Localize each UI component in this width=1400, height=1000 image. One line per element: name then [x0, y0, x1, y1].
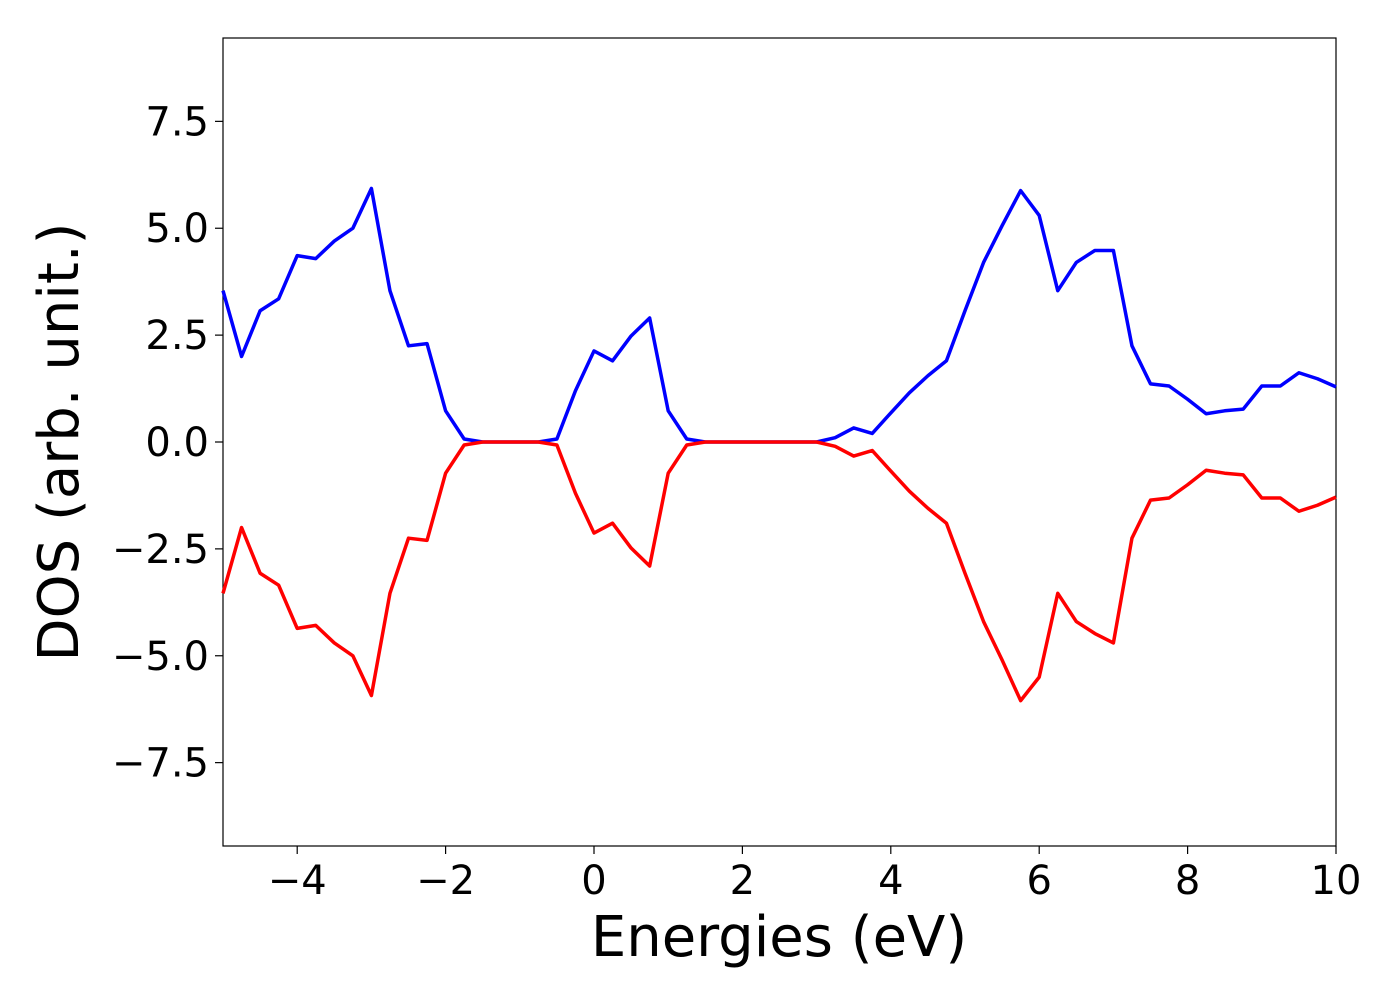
y-tick-label: 2.5: [145, 313, 209, 359]
x-tick-label: 6: [1026, 858, 1051, 904]
x-tick-label: 0: [581, 858, 606, 904]
x-tick-label: 8: [1175, 858, 1200, 904]
x-tick-label: −4: [268, 858, 327, 904]
y-tick-label: −5.0: [112, 634, 209, 680]
x-tick-label: 10: [1311, 858, 1362, 904]
y-tick-label: 7.5: [145, 99, 209, 145]
y-tick-label: −7.5: [112, 741, 209, 787]
x-tick-label: −2: [416, 858, 475, 904]
dos-line: [221, 440, 1337, 703]
x-tick-label: 4: [878, 858, 903, 904]
x-axis-label: Energies (eV): [591, 905, 967, 970]
y-tick-label: −2.5: [112, 527, 209, 573]
y-axis-label: DOS (arb. unit.): [27, 222, 92, 661]
dos-line: [221, 186, 1337, 444]
y-tick-label: 0.0: [145, 420, 209, 466]
x-tick-label: 2: [730, 858, 755, 904]
y-tick-label: 5.0: [145, 206, 209, 252]
